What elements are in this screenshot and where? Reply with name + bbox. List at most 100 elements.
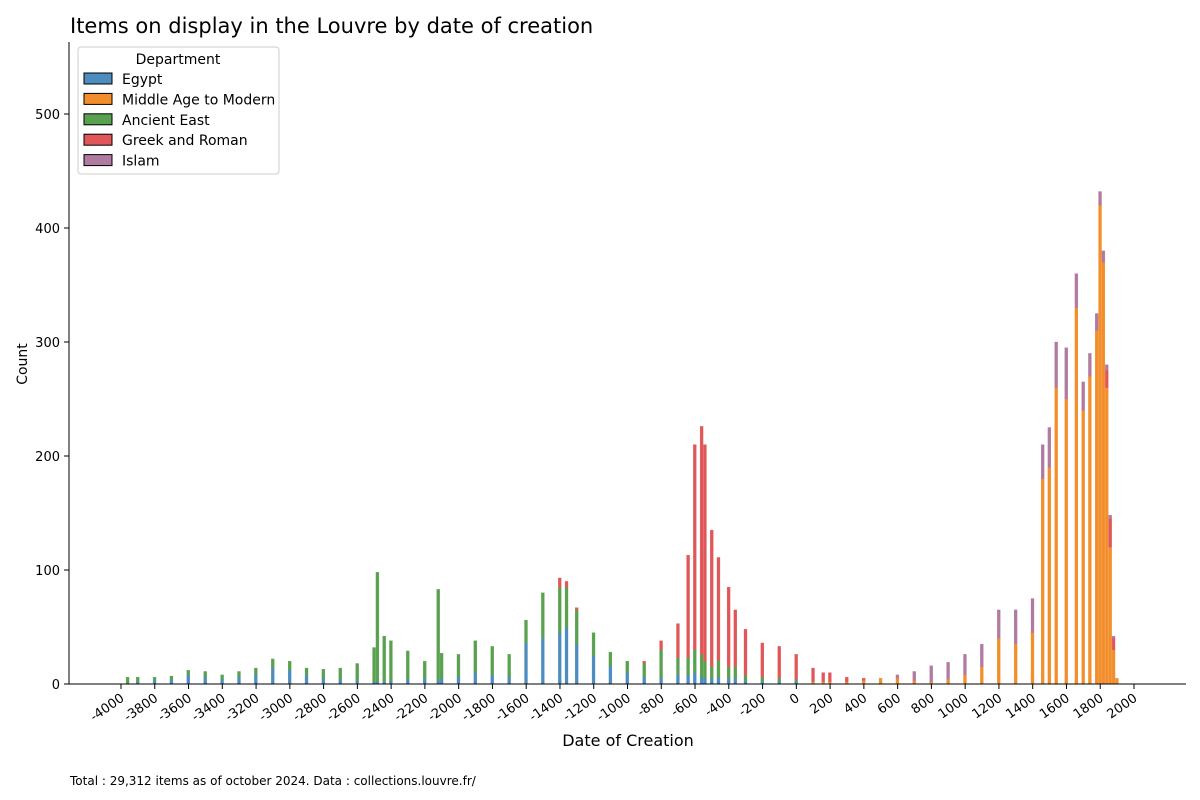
bar-islam: [1098, 191, 1102, 206]
bar-islam: [1088, 353, 1092, 377]
x-tick-label: -2600: [324, 691, 364, 725]
bar-ancient-east: [524, 620, 528, 644]
bar-greek-and-roman: [575, 607, 579, 611]
bar-egypt: [733, 678, 737, 685]
bar-ancient-east: [608, 651, 613, 666]
legend-label: Egypt: [122, 72, 163, 88]
bar-egypt: [703, 678, 707, 685]
bar-middle-age-to-modern: [1088, 376, 1092, 685]
bar-ancient-east: [436, 589, 440, 681]
bar-greek-and-roman: [1105, 370, 1109, 388]
bar-middle-age-to-modern: [1105, 387, 1109, 685]
bar-middle-age-to-modern: [1054, 387, 1058, 685]
bar-egypt: [169, 679, 174, 685]
bar-middle-age-to-modern: [1074, 307, 1079, 685]
bar-egypt: [271, 667, 275, 685]
y-tick-label: 300: [35, 336, 60, 351]
x-tick-label: -1400: [527, 691, 567, 725]
bar-egypt: [710, 678, 714, 685]
bar-egypt: [186, 674, 190, 685]
bar-ancient-east: [169, 675, 174, 680]
bar-egypt: [575, 643, 579, 685]
legend-title: Department: [136, 52, 221, 68]
bar-greek-and-roman: [710, 529, 714, 668]
bar-egypt: [699, 677, 704, 685]
bar-ancient-east: [699, 654, 704, 678]
bar-islam: [963, 654, 967, 676]
x-tick-label: -2200: [392, 691, 432, 725]
bar-greek-and-roman: [845, 677, 849, 682]
bar-greek-and-roman: [794, 654, 798, 680]
bar-middle-age-to-modern: [946, 679, 950, 685]
bar-islam: [1064, 347, 1068, 400]
bar-islam: [1111, 635, 1116, 639]
bar-islam: [1095, 313, 1099, 331]
bar-ancient-east: [591, 632, 596, 656]
x-tick-label: -1200: [560, 691, 600, 725]
bar-ancient-east: [338, 667, 342, 680]
bar-ancient-east: [733, 666, 737, 679]
x-tick-label: -4000: [88, 691, 128, 725]
legend-frame: [77, 46, 280, 175]
bar-egypt: [287, 670, 292, 685]
x-tick-label: -2000: [425, 691, 465, 725]
bar-ancient-east: [703, 661, 707, 679]
bar-ancient-east: [186, 670, 190, 676]
y-tick-label: 0: [52, 678, 60, 693]
bar-ancient-east: [743, 674, 748, 681]
bar-ancient-east: [541, 592, 545, 639]
bar-ancient-east: [558, 586, 562, 633]
bar-ancient-east: [686, 657, 690, 676]
legend-label: Islam: [122, 154, 160, 170]
bar-islam: [980, 643, 984, 668]
legend-swatch: [83, 154, 113, 167]
bar-middle-age-to-modern: [963, 674, 967, 685]
bar-ancient-east: [152, 677, 157, 681]
bar-islam: [1081, 381, 1085, 411]
bar-islam: [912, 671, 916, 681]
legend-items: Egypt Middle Age to Modern Ancient East Gre…: [83, 72, 275, 170]
bar-egypt: [524, 642, 528, 685]
bar-ancient-east: [693, 649, 697, 673]
bar-greek-and-roman: [828, 672, 832, 682]
bar-egypt: [564, 626, 569, 685]
bar-egypt: [541, 638, 545, 685]
bar-middle-age-to-modern: [1095, 330, 1099, 685]
bar-egypt: [152, 680, 157, 685]
x-tick-label: -2800: [290, 691, 330, 725]
y-tick-label: 500: [35, 108, 60, 123]
bar-ancient-east: [203, 671, 207, 678]
bar-middle-age-to-modern: [1030, 632, 1035, 685]
bar-ancient-east: [642, 663, 646, 678]
x-tick-label: 1000: [936, 691, 972, 722]
bar-egypt: [558, 632, 562, 685]
bar-islam: [929, 665, 933, 682]
x-tick-label: -1800: [459, 691, 499, 725]
bar-ancient-east: [304, 667, 309, 676]
bar-greek-and-roman: [659, 640, 663, 650]
bar-islam: [1108, 515, 1112, 519]
x-tick-label: -2400: [358, 691, 398, 725]
bar-middle-age-to-modern: [1115, 678, 1119, 685]
x-ticks: -4000-3800-3600-3400-3200-3000-2800-2600…: [88, 684, 1140, 725]
chart-title: Items on display in the Louvre by date o…: [70, 14, 593, 38]
bar-middle-age-to-modern: [878, 678, 883, 685]
bar-egypt: [726, 678, 731, 685]
bar-greek-and-roman: [733, 609, 737, 668]
bar-ancient-east: [760, 677, 765, 682]
x-tick-label: 1600: [1037, 691, 1073, 722]
bar-egypt: [436, 680, 440, 685]
bar-ancient-east: [136, 677, 140, 682]
x-tick-label: -1000: [594, 691, 634, 725]
bar-islam: [1074, 273, 1079, 308]
x-tick-label: 1200: [970, 691, 1006, 722]
bar-ancient-east: [382, 635, 386, 682]
bar-islam: [1013, 609, 1018, 645]
y-axis-label: Count: [15, 343, 31, 385]
bar-middle-age-to-modern: [997, 638, 1001, 685]
bar-greek-and-roman: [743, 629, 748, 676]
bar-egypt: [642, 677, 646, 685]
bar-egypt: [439, 678, 444, 685]
legend-label: Greek and Roman: [122, 133, 248, 149]
x-tick-label: 0: [787, 691, 802, 708]
